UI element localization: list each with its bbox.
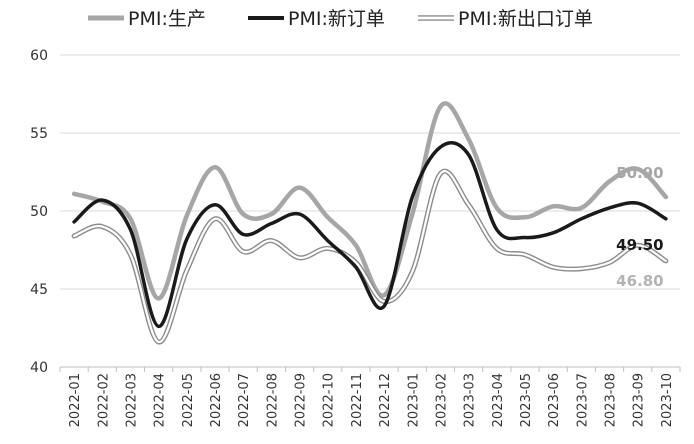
x-tick-label: 2022-05 [181, 373, 196, 427]
x-tick-label: 2023-02 [434, 373, 449, 427]
x-tick-label: 2022-12 [378, 373, 393, 427]
x-tick-label: 2022-04 [153, 373, 168, 427]
y-tick-label: 60 [30, 48, 48, 64]
x-tick-label: 2023-09 [632, 373, 647, 427]
end-labels: 50.90 46.80 49.50 [616, 164, 663, 290]
series-line-black-thick [72, 141, 668, 329]
series-line-double-outline [71, 168, 669, 345]
y-tick-label: 40 [30, 360, 48, 376]
legend-label: PMI:生产 [128, 8, 206, 30]
x-tick-label: 2022-02 [96, 373, 111, 427]
x-tick-label: 2023-04 [491, 373, 506, 427]
x-tick-label: 2022-10 [322, 373, 337, 427]
x-tick-label: 2022-06 [209, 373, 224, 427]
end-label-gray-thick: 50.90 [616, 164, 663, 182]
series-line-gray-thick [71, 101, 669, 301]
x-tick-label: 2022-07 [237, 373, 252, 427]
end-label-double-outline: 46.80 [616, 272, 663, 290]
x-tick-label: 2023-05 [519, 373, 534, 427]
series-line-inner-double-outline [73, 170, 667, 344]
x-tick-label: 2023-08 [604, 373, 619, 427]
x-axis: 2022-01 2022-02 2022-03 2022-04 2022-05 2022-… [59, 367, 681, 427]
x-tick-label: 2023-03 [463, 373, 478, 427]
x-tick-label: 2022-08 [265, 373, 280, 427]
legend: PMI:生产 PMI:新订单 PMI:新出口订单 [88, 8, 593, 30]
plot-area [71, 101, 669, 345]
y-axis: 40 45 50 55 60 [30, 48, 48, 376]
legend-label: PMI:新出口订单 [458, 8, 593, 30]
y-tick-label: 50 [30, 204, 48, 220]
legend-label: PMI:新订单 [288, 8, 385, 30]
x-tick-label: 2022-03 [124, 373, 139, 427]
end-label-black-thick: 49.50 [616, 236, 663, 254]
y-tick-label: 45 [30, 282, 48, 298]
y-tick-label: 55 [30, 126, 48, 142]
x-tick-label: 2023-07 [575, 373, 590, 427]
x-tick-label: 2023-06 [547, 373, 562, 427]
x-tick-label: 2023-10 [660, 373, 675, 427]
x-tick-label: 2022-01 [68, 373, 83, 427]
x-tick-label: 2022-11 [350, 373, 365, 427]
x-tick-label: 2022-09 [294, 373, 309, 427]
x-tick-label: 2023-01 [406, 373, 421, 427]
